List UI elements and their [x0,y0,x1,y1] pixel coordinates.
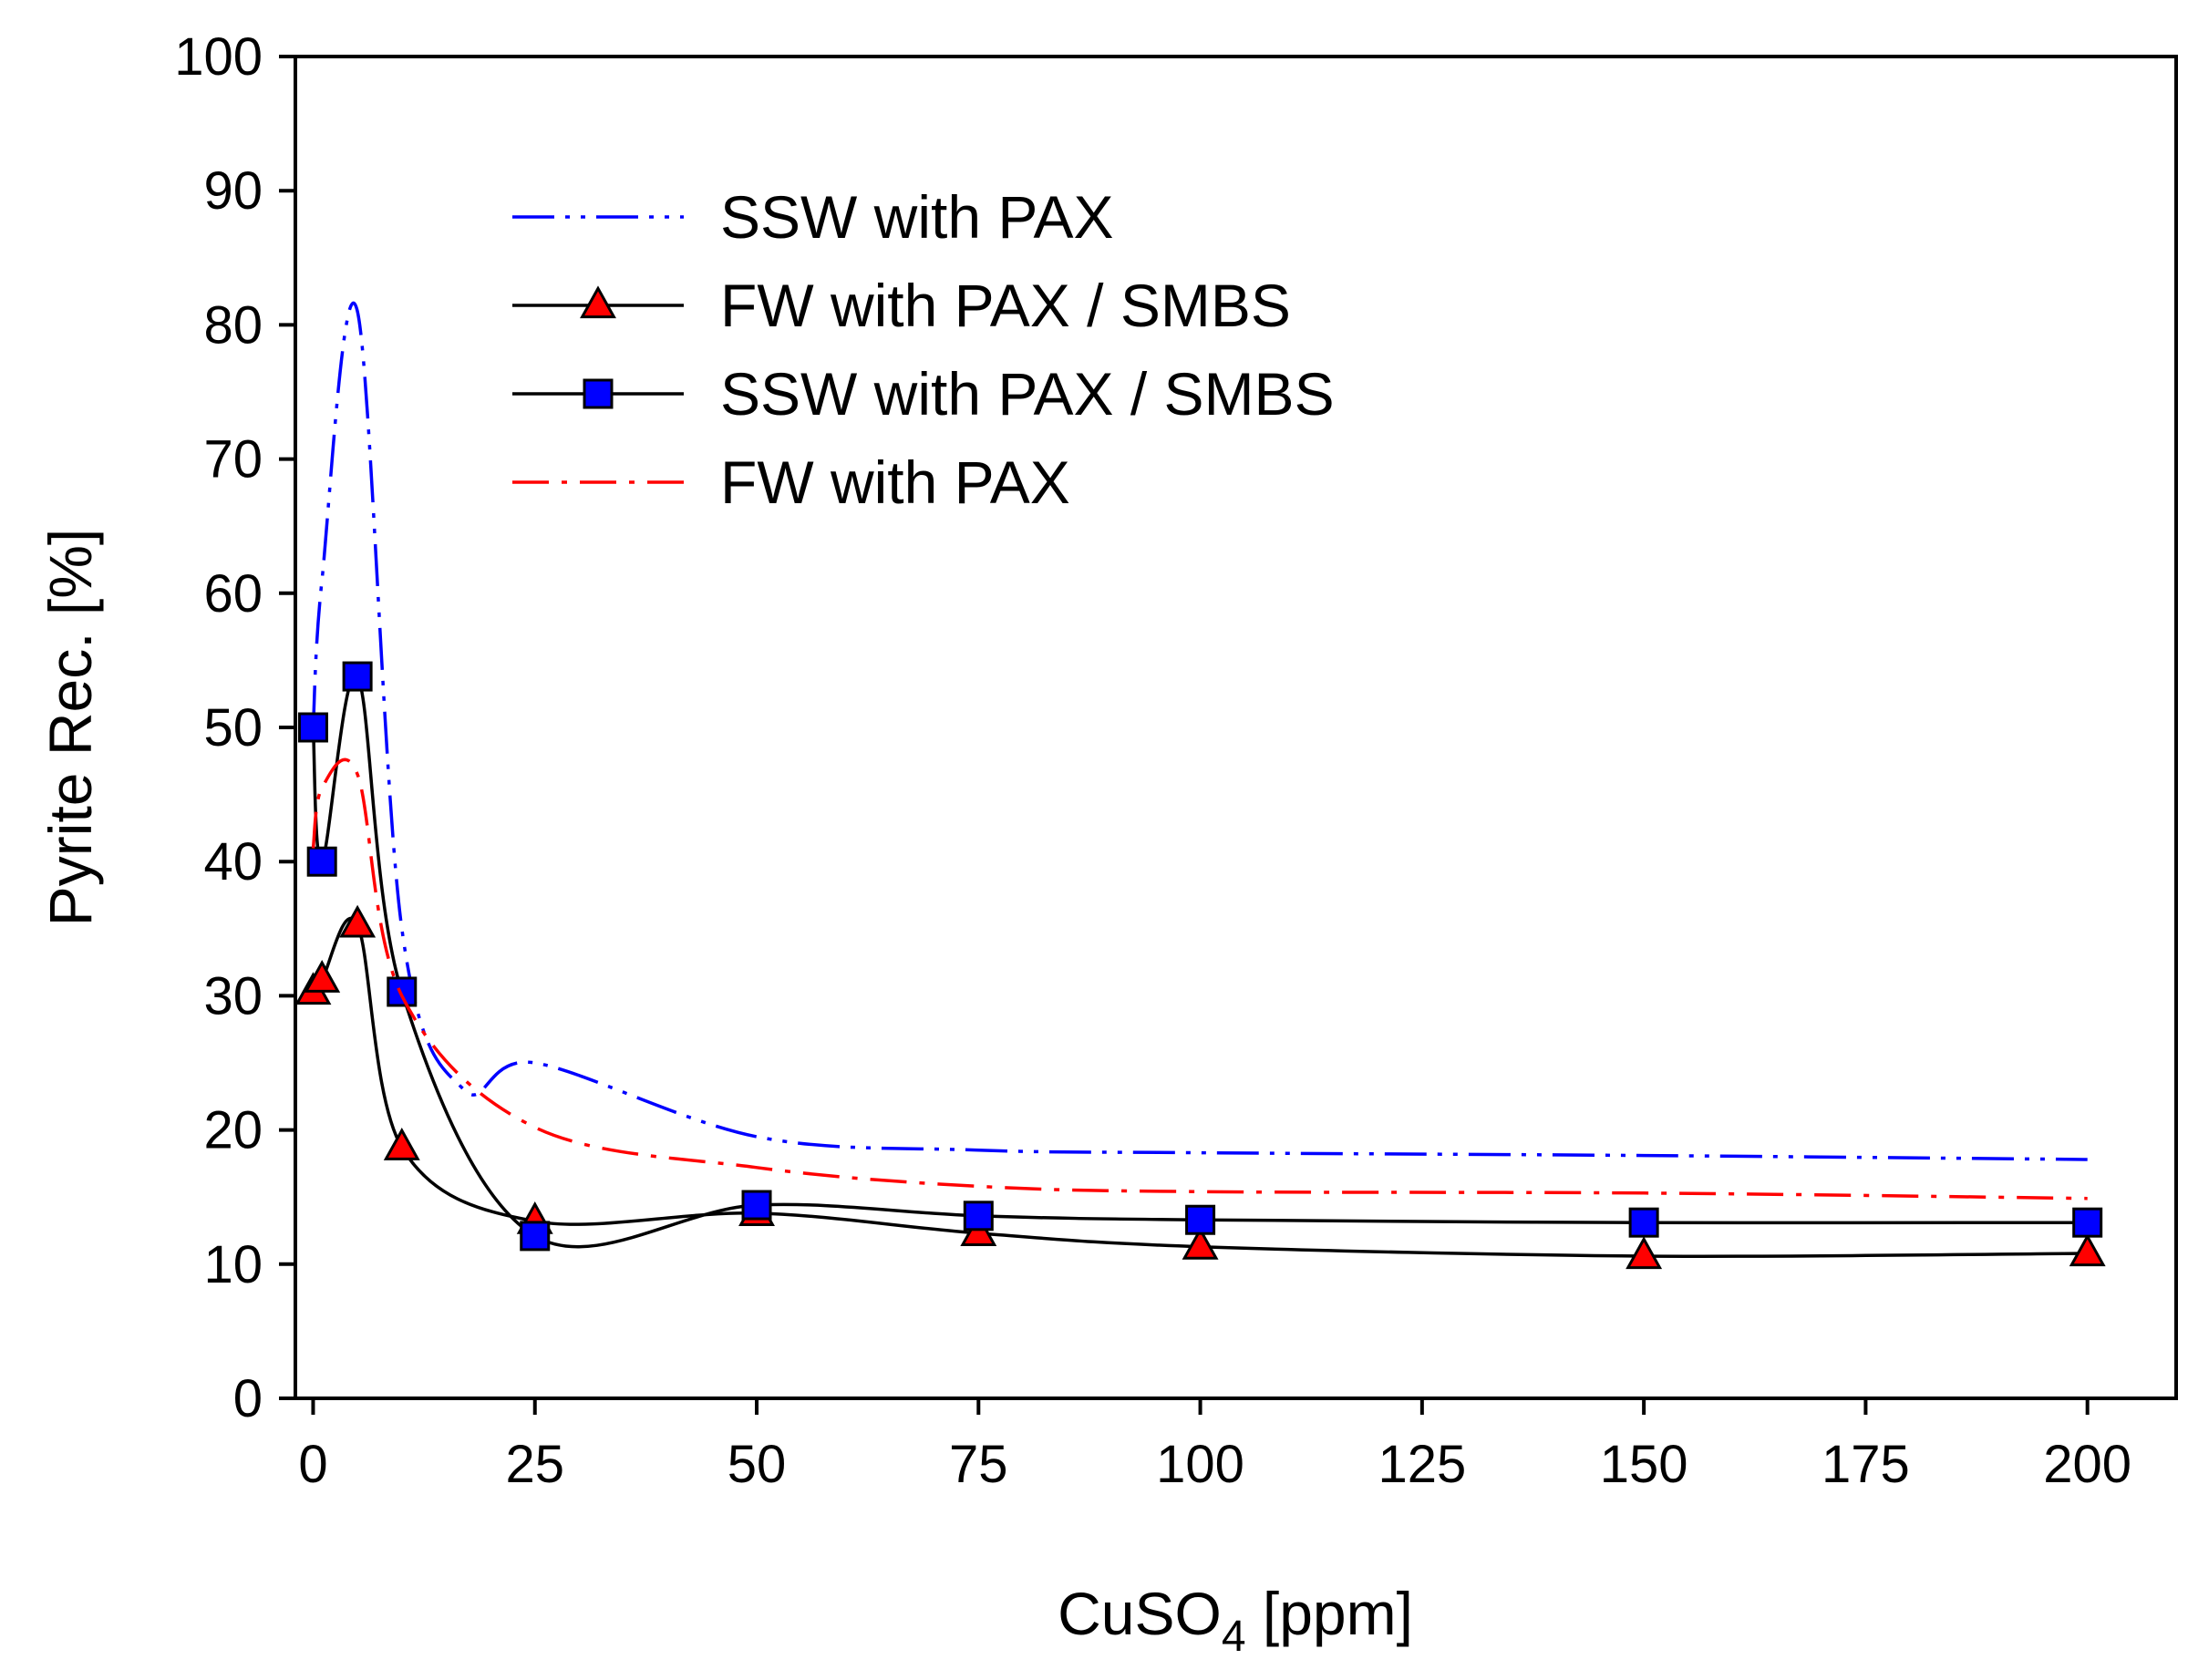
x-axis-title: CuSO4 [ppm] [1058,1580,1413,1661]
data-point-ssw-with-pax-smbs-25 [520,1221,551,1252]
y-tick-label-30: 30 [203,966,263,1026]
y-tick-label-60: 60 [203,564,263,624]
data-point-ssw-with-pax-smbs-5 [342,661,373,692]
data-point-ssw-with-pax-smbs-75 [963,1201,994,1232]
y-tick-label-100: 100 [174,27,263,87]
series-line-fw-with-pax [311,758,2088,1201]
x-tick-label-100: 100 [1156,1435,1244,1494]
data-point-ssw-with-pax-smbs-100 [1185,1204,1216,1235]
series-line-fw-with-pax-smbs [312,916,2088,1258]
series-ssw-with-pax-smbs [297,661,2103,1252]
y-tick-label-40: 40 [203,832,263,892]
series-layer [294,301,2106,1270]
series-fw-with-pax [311,758,2088,1201]
y-tick-label-80: 80 [203,295,263,355]
legend-label-fw-with-pax-smbs: FW with PAX / SMBS [720,272,1291,339]
legend-entry-ssw-with-pax-smbs: SSW with PAX / SMBS [512,360,1335,428]
x-tick-label-75: 75 [949,1435,1008,1494]
axes-layer: 0 25 50 75 100 125 150 175 200 0 10 20 30 40 50 60 70 80 9… [174,27,2131,1494]
data-point-fw-with-pax-smbs-1 [304,960,341,993]
legend-label-ssw-with-pax-smbs: SSW with PAX / SMBS [720,360,1335,428]
legend-label-ssw-with-pax: SSW with PAX [720,183,1114,251]
y-axis-title: Pyrite Rec. [%] [36,529,104,926]
y-tick-label-50: 50 [203,698,263,758]
x-tick-label-0: 0 [298,1435,327,1494]
y-tick-label-20: 20 [203,1101,263,1160]
data-point-ssw-with-pax-smbs-1 [306,846,337,877]
series-ssw-with-pax [311,301,2088,1161]
legend-marker-fw-with-pax-smbs [580,285,616,319]
x-axis-title-subscript: 4 [1222,1613,1246,1661]
data-point-fw-with-pax-smbs-5 [339,904,377,938]
x-axis-title-unit: [ppm] [1246,1580,1413,1647]
data-point-ssw-with-pax-smbs-150 [1628,1207,1659,1238]
x-tick-label-50: 50 [728,1435,787,1494]
x-tick-label-200: 200 [2043,1435,2131,1494]
legend-label-fw-with-pax: FW with PAX [720,448,1070,516]
data-point-fw-with-pax-smbs-200 [2069,1233,2106,1267]
series-line-ssw-with-pax [311,301,2088,1161]
y-tick-label-90: 90 [203,161,263,221]
legend-entry-fw-with-pax-smbs: FW with PAX / SMBS [512,272,1291,339]
data-point-ssw-with-pax-smbs-10 [387,976,418,1007]
legend-marker-ssw-with-pax-smbs [583,378,614,409]
data-point-fw-with-pax-smbs-100 [1182,1226,1219,1260]
data-point-ssw-with-pax-smbs-50 [741,1190,772,1221]
data-point-ssw-with-pax-smbs-0 [297,712,328,743]
data-point-fw-with-pax-smbs-10 [383,1128,420,1160]
legend-entry-fw-with-pax: FW with PAX [512,448,1070,516]
x-tick-label-175: 175 [1822,1435,1910,1494]
data-point-fw-with-pax-smbs-150 [1626,1236,1663,1270]
data-point-ssw-with-pax-smbs-200 [2072,1207,2103,1238]
x-tick-label-25: 25 [505,1435,564,1494]
y-tick-label-70: 70 [203,430,263,490]
legend: SSW with PAX FW with PAX / SMBS SSW with P… [512,183,1335,516]
y-tick-label-10: 10 [203,1235,263,1294]
y-tick-label-0: 0 [233,1369,263,1428]
x-tick-label-125: 125 [1378,1435,1466,1494]
legend-entry-ssw-with-pax: SSW with PAX [512,183,1114,251]
series-line-ssw-with-pax-smbs [311,673,2088,1249]
x-tick-label-150: 150 [1600,1435,1688,1494]
